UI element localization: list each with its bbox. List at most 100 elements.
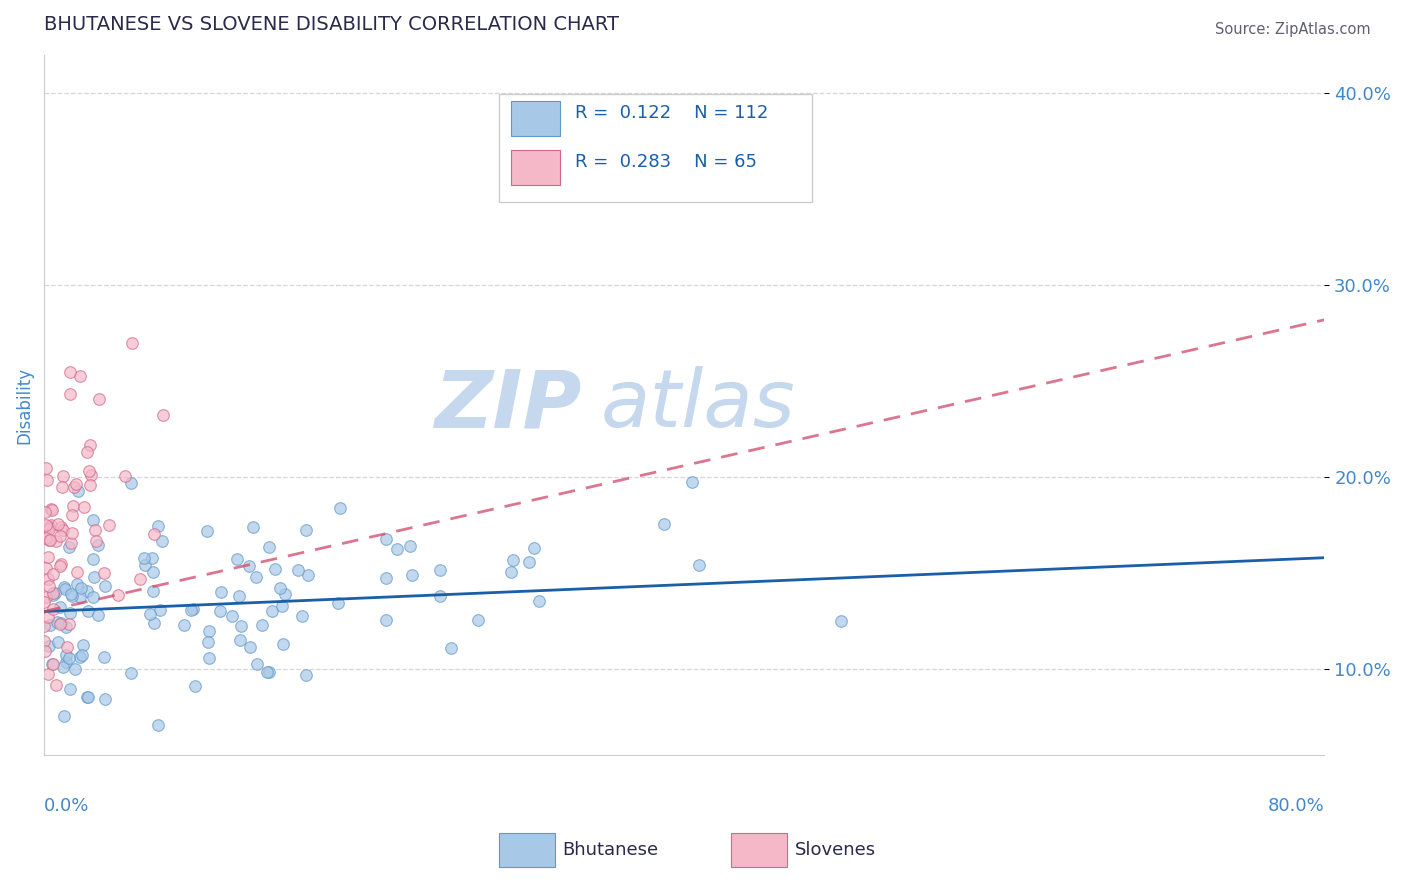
Point xyxy=(401,568,423,582)
Point xyxy=(51,480,73,494)
Point xyxy=(260,604,283,618)
Point xyxy=(517,555,540,569)
Point xyxy=(141,551,163,566)
Point xyxy=(55,655,77,669)
Point xyxy=(35,561,58,575)
Point xyxy=(46,516,69,531)
Text: R =  0.122    N = 112: R = 0.122 N = 112 xyxy=(575,104,769,122)
Text: 0.0%: 0.0% xyxy=(44,797,90,815)
Point xyxy=(49,616,72,631)
Point xyxy=(221,609,243,624)
Point xyxy=(94,578,117,592)
Point xyxy=(198,651,221,665)
Point xyxy=(150,534,173,549)
Point xyxy=(529,594,551,608)
Point xyxy=(34,643,56,657)
Point xyxy=(42,588,65,602)
Point xyxy=(41,502,63,516)
Point xyxy=(72,638,94,652)
Point xyxy=(39,617,62,632)
Point xyxy=(66,576,89,591)
Text: Bhutanese: Bhutanese xyxy=(562,841,658,859)
Point xyxy=(238,559,260,574)
Text: Source: ZipAtlas.com: Source: ZipAtlas.com xyxy=(1215,22,1371,37)
Point xyxy=(56,640,79,655)
Y-axis label: Disability: Disability xyxy=(15,367,32,443)
Point xyxy=(291,608,314,623)
Point xyxy=(264,562,287,576)
Point xyxy=(269,581,291,595)
Point xyxy=(32,633,55,648)
Point xyxy=(148,717,170,731)
Point xyxy=(65,477,87,491)
Point xyxy=(228,589,250,603)
Point xyxy=(84,533,107,548)
Point xyxy=(38,533,60,548)
Point xyxy=(257,665,280,679)
Point xyxy=(79,477,101,491)
Point xyxy=(107,588,129,602)
Point xyxy=(82,590,104,604)
Point xyxy=(198,624,221,639)
Point xyxy=(82,513,104,527)
Point xyxy=(328,596,350,610)
Point xyxy=(114,468,136,483)
Point xyxy=(209,604,232,618)
Point xyxy=(242,520,264,534)
Point xyxy=(37,572,59,586)
Point xyxy=(41,502,63,516)
Point xyxy=(652,516,675,531)
Point xyxy=(82,552,104,566)
Point xyxy=(38,533,60,547)
Point xyxy=(38,578,60,592)
Point xyxy=(297,567,319,582)
Point xyxy=(98,518,121,533)
Point xyxy=(195,524,218,538)
Point xyxy=(274,587,297,601)
Point xyxy=(439,641,461,656)
Point xyxy=(184,679,207,693)
Point xyxy=(69,369,91,384)
Point xyxy=(58,386,80,401)
Point xyxy=(35,531,58,545)
Point xyxy=(77,690,100,705)
Point xyxy=(38,520,60,534)
Point xyxy=(398,539,420,553)
Point xyxy=(120,666,142,681)
Text: Slovenes: Slovenes xyxy=(794,841,876,859)
Point xyxy=(688,558,710,572)
Point xyxy=(245,570,267,584)
Point xyxy=(180,603,202,617)
Point xyxy=(46,615,69,630)
Point xyxy=(76,603,98,617)
Point xyxy=(37,666,59,681)
Point xyxy=(429,589,451,603)
Point xyxy=(52,708,75,723)
Point xyxy=(60,587,83,601)
Point xyxy=(295,667,318,681)
Text: 80.0%: 80.0% xyxy=(1268,797,1324,815)
Point xyxy=(84,523,107,537)
Point xyxy=(79,438,101,452)
Point xyxy=(385,542,408,557)
Point xyxy=(65,565,87,579)
Point xyxy=(259,540,281,554)
Point xyxy=(49,529,72,543)
Point xyxy=(239,640,262,654)
Point xyxy=(37,473,59,487)
Point xyxy=(181,602,204,616)
Point xyxy=(62,480,84,494)
Point xyxy=(93,649,115,664)
Point xyxy=(142,616,165,631)
Point xyxy=(34,517,56,532)
Point xyxy=(35,591,58,605)
Point xyxy=(77,464,100,478)
Point xyxy=(42,601,65,615)
Point xyxy=(120,476,142,491)
Point xyxy=(39,517,62,532)
Point xyxy=(87,538,110,552)
Point xyxy=(152,408,174,422)
Point xyxy=(429,563,451,577)
Point xyxy=(58,540,80,554)
Point xyxy=(76,445,98,459)
